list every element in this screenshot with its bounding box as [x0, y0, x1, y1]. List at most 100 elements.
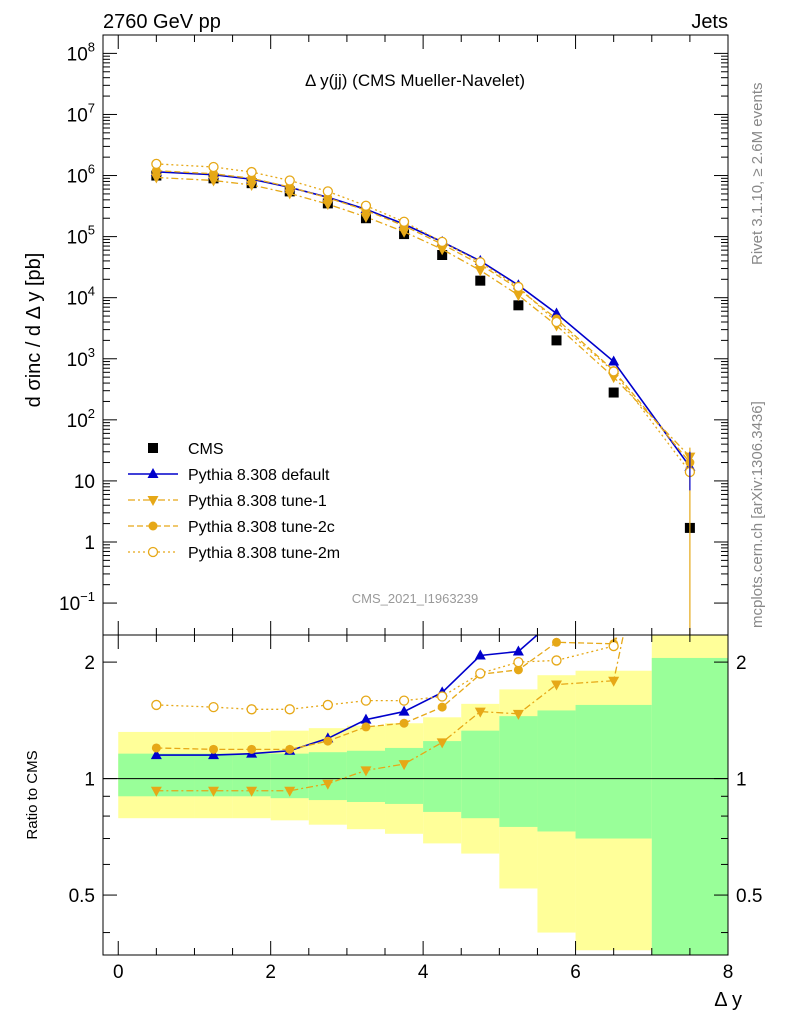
ratio-point [360, 713, 372, 724]
ratio-point [552, 637, 562, 647]
ratio-point [437, 702, 447, 712]
ratio-point [322, 779, 334, 790]
ratio-point [247, 744, 257, 754]
ratio-point [209, 744, 219, 754]
ratio-y-tick-label-right: 0.5 [736, 886, 762, 907]
inner-band [461, 730, 500, 819]
ratio-point [512, 709, 524, 720]
ratio-point [685, 357, 694, 366]
data-point [151, 158, 162, 170]
ratio-point [608, 676, 620, 687]
data-point [551, 335, 562, 346]
legend: CMS Pythia 8.308 default Pythia 8.308 tune… [128, 441, 340, 562]
x-axis-label: Δ y [714, 989, 742, 1011]
y-tick-label: 107 [67, 100, 95, 126]
ratio-point [474, 649, 486, 660]
ratio-point [399, 718, 409, 728]
ratio-point [150, 749, 162, 760]
ratio-point [208, 786, 220, 797]
ratio-y-tick-label-right: 2 [736, 653, 747, 674]
data-point [360, 212, 372, 223]
plot-title: Δ y(jj) (CMS Mueller-Navelet) [305, 71, 525, 90]
ratio-y-tick-label-right: 1 [736, 770, 747, 791]
ratio-point [551, 612, 562, 622]
ratio-series-1 [150, 635, 625, 797]
rivet-label: Rivet 3.1.10, ≥ 2.6M events [749, 83, 766, 266]
x-tick-label: 6 [570, 962, 581, 983]
data-point [246, 166, 257, 178]
ratio-point [684, 386, 695, 396]
ratio-y-label: Ratio to CMS [24, 750, 41, 839]
data-point [322, 186, 333, 197]
data-point [512, 291, 524, 302]
ratio-point [322, 699, 333, 711]
ratio-point [513, 656, 524, 668]
ratio-panel-frame [102, 634, 729, 956]
series-line [156, 176, 691, 458]
series-line [156, 170, 691, 463]
ratio-point [284, 704, 295, 715]
header-right: Jets [691, 11, 728, 33]
legend-marker [147, 546, 159, 558]
legend-label: Pythia 8.308 tune-2m [188, 545, 340, 562]
y-tick-label: 105 [67, 223, 95, 249]
ratio-point [608, 640, 619, 652]
data-point [475, 257, 486, 268]
ratio-point [512, 645, 524, 656]
legend-label: Pythia 8.308 default [188, 467, 330, 484]
data-point [551, 307, 563, 318]
y-tick-label: 106 [67, 162, 95, 188]
y-tick-label: 10−1 [59, 589, 95, 615]
data-point [437, 236, 448, 248]
inner-band [537, 710, 576, 832]
ratio-point [208, 749, 220, 760]
ratio-y-tick-label: 1 [84, 770, 95, 791]
y-tick-label: 1 [84, 533, 95, 554]
data-point [513, 300, 524, 311]
ratio-point [475, 668, 486, 679]
ratio-point [398, 705, 410, 716]
ratio-point [151, 699, 162, 711]
y-tick-label: 108 [67, 39, 95, 65]
inner-band [308, 752, 347, 801]
ratio-point [437, 691, 448, 702]
ratio-point [150, 786, 162, 797]
data-point [322, 200, 334, 211]
data-point [208, 176, 220, 187]
ratio-point [398, 695, 410, 706]
analysis-watermark: CMS_2021_I1963239 [352, 591, 479, 606]
series-line [156, 171, 691, 468]
inner-band [651, 657, 728, 955]
ratio-point [246, 704, 257, 715]
data-point [513, 281, 524, 293]
ratio-point [685, 425, 694, 434]
series-2 [150, 173, 696, 463]
data-point [208, 161, 219, 173]
inner-band [423, 741, 462, 812]
data-point [360, 200, 372, 211]
y-tick-label: 10 [74, 472, 95, 493]
y-tick-label: 102 [67, 406, 95, 432]
inner-band [575, 704, 652, 839]
ratio-point [151, 743, 161, 753]
legend-marker [148, 521, 158, 531]
data-point [398, 216, 410, 227]
series-3 [151, 166, 695, 468]
legend-marker [147, 496, 159, 506]
ratio-point [608, 577, 619, 587]
series-4 [151, 158, 696, 478]
data-point [246, 180, 258, 191]
x-tick-label: 0 [113, 962, 124, 983]
ratio-point [513, 665, 523, 675]
series-1 [150, 165, 696, 471]
x-tick-label: 8 [723, 962, 734, 983]
data-point [474, 266, 486, 277]
data-point [608, 366, 619, 377]
ratio-point [246, 786, 258, 797]
ratio-y-tick-label: 0.5 [69, 886, 95, 907]
data-point [475, 275, 486, 286]
data-point [284, 175, 295, 186]
ratio-point [323, 736, 333, 746]
